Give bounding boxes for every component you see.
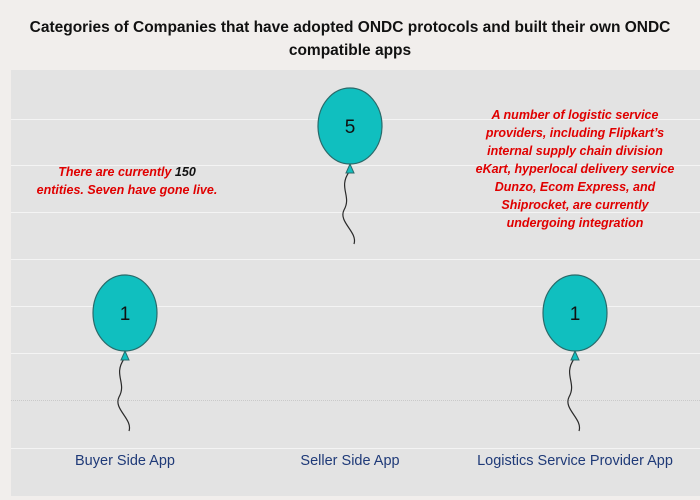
x-tick-label-logistics: Logistics Service Provider App (477, 453, 673, 469)
gridline (11, 306, 700, 307)
gridline (11, 212, 700, 213)
balloon-string (342, 171, 356, 245)
x-tick-label-buyer: Buyer Side App (75, 453, 175, 469)
annotation-logistics-line: eKart, hyperlocal delivery service (475, 162, 675, 176)
balloon-body (542, 274, 608, 352)
balloon-string (567, 358, 581, 432)
balloon-knot (120, 349, 130, 361)
balloon-body (317, 87, 383, 165)
balloon-string (117, 358, 131, 432)
x-tick-label-seller: Seller Side App (300, 453, 400, 469)
balloon-body (92, 274, 158, 352)
chart-title-line-1: Categories of Companies that have adopte… (29, 19, 671, 36)
balloon-marker: 1 (92, 274, 158, 432)
gridline (11, 165, 700, 166)
data-label: 1 (570, 304, 581, 325)
data-label: 5 (345, 117, 356, 138)
annotation-logistics-line: internal supply chain division (487, 144, 663, 158)
balloon-knot (570, 349, 580, 361)
annotation-buyer-number: 150 (174, 165, 196, 179)
annotation-logistics-line: Dunzo, Ecom Express, and (494, 180, 656, 194)
annotation-logistics-line: providers, including Flipkart’s (485, 126, 665, 140)
gridline (11, 259, 700, 260)
data-label: 1 (120, 304, 131, 325)
balloon-knot (345, 162, 355, 174)
baseline-gridline (11, 400, 700, 401)
chart-title-line-2: compatible apps (288, 42, 412, 59)
gridline (11, 448, 700, 449)
balloon-marker: 1 (542, 274, 608, 432)
annotation-buyer-text-2: entities. Seven have gone live. (36, 183, 218, 197)
chart-title: Categories of Companies that have adopte… (0, 16, 700, 62)
balloon-marker: 5 (317, 87, 383, 245)
annotation-buyer: There are currently 150 entities. Seven … (22, 163, 232, 199)
annotation-logistics-line: A number of logistic service (491, 108, 659, 122)
gridline (11, 353, 700, 354)
annotation-logistics-line: undergoing integration (506, 216, 644, 230)
annotation-logistics: A number of logistic service providers, … (462, 106, 688, 232)
annotation-buyer-text-1: There are currently (58, 165, 175, 179)
annotation-logistics-line: Shiprocket, are currently (501, 198, 649, 212)
